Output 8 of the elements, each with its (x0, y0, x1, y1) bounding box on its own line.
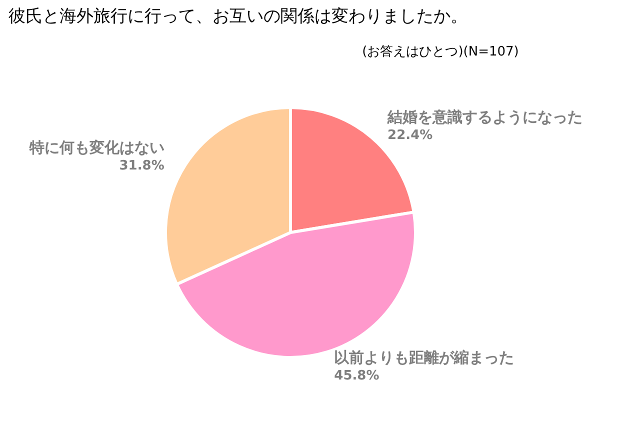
slice-label: 結婚を意識するようになった (386, 108, 583, 126)
data-label: 45.8% (334, 368, 380, 384)
slice-label: 特に何も変化はない (28, 138, 164, 157)
slice-label: 以前よりも距離が縮まった (334, 348, 514, 366)
data-label: 22.4% (388, 128, 433, 143)
chart-subtitle: (お答えはひとつ)(N=107) (362, 44, 519, 60)
data-label: 31.8% (119, 158, 164, 174)
chart-title: 彼氏と海外旅行に行って、お互いの関係は変わりましたか。 (8, 6, 468, 26)
